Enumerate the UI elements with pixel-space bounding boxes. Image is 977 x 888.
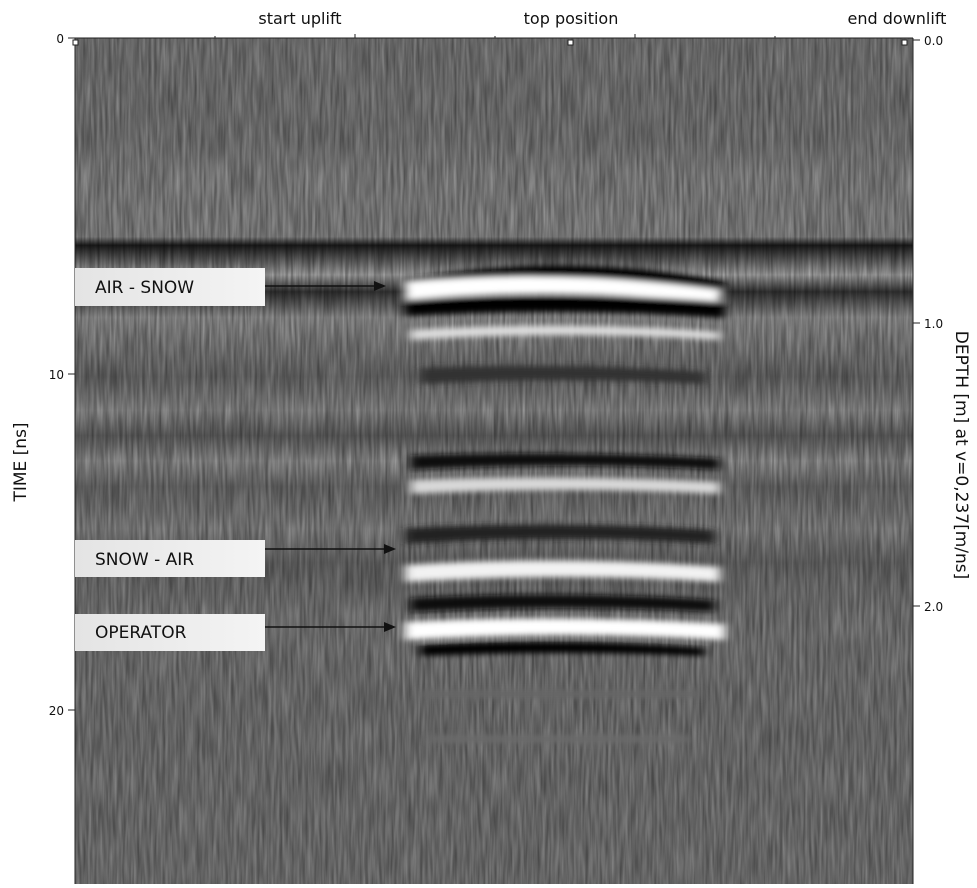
time-tick-label: 20 bbox=[49, 704, 64, 718]
annotation-label: AIR - SNOW bbox=[95, 278, 194, 298]
depth-tick-label: 2.0 bbox=[924, 600, 943, 614]
time-tick-label: 0 bbox=[56, 32, 64, 46]
annotation: OPERATOR bbox=[75, 614, 396, 651]
depth-axis-label: DEPTH [m] at v=0,237[m/ns] bbox=[951, 331, 971, 580]
marker-label: end downlift bbox=[848, 9, 947, 28]
radargram-image bbox=[75, 38, 913, 884]
depth-tick-label: 0.0 bbox=[924, 34, 943, 48]
depth-tick-label: 1.0 bbox=[924, 317, 943, 331]
annotation-label: OPERATOR bbox=[95, 623, 187, 643]
axes bbox=[68, 34, 920, 884]
annotation: AIR - SNOW bbox=[75, 268, 386, 306]
annotation-label: SNOW - AIR bbox=[95, 550, 194, 570]
time-tick-label: 10 bbox=[49, 368, 64, 382]
marker-label: top position bbox=[524, 9, 619, 28]
marker-label: start uplift bbox=[258, 9, 341, 28]
annotation: SNOW - AIR bbox=[75, 540, 396, 577]
time-axis-label: TIME [ns] bbox=[11, 422, 31, 502]
